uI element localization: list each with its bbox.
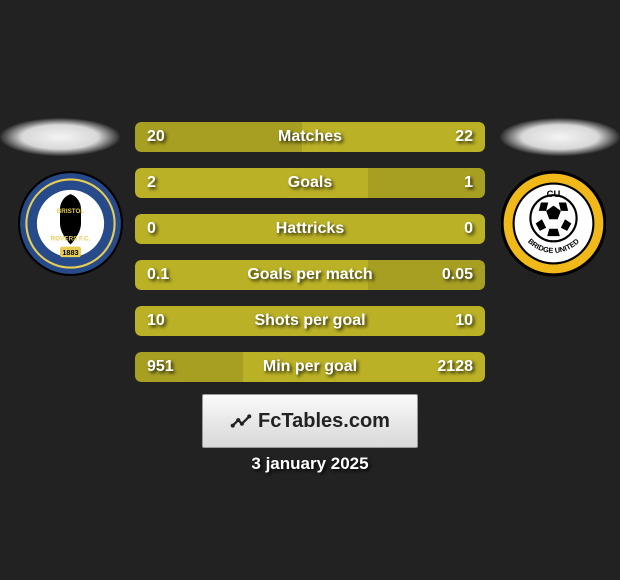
right-club-logo: CU BRIDGE UNITED bbox=[501, 170, 606, 277]
svg-text:1883: 1883 bbox=[62, 248, 78, 257]
stat-row: 2022Matches bbox=[135, 122, 485, 152]
infographic-container: Taylor vs Bennett Club competitions, Sea… bbox=[0, 0, 620, 580]
svg-text:ROVERS F.C.: ROVERS F.C. bbox=[51, 235, 91, 242]
left-club-logo: BRISTOL ROVERS F.C. 1883 bbox=[18, 170, 123, 277]
fctables-branding: FcTables.com bbox=[202, 394, 418, 448]
branding-text: FcTables.com bbox=[258, 410, 390, 433]
svg-text:BRISTOL: BRISTOL bbox=[57, 208, 85, 215]
stat-row: 9512128Min per goal bbox=[135, 352, 485, 382]
date-text: 3 january 2025 bbox=[0, 454, 620, 474]
bristol-rovers-logo-icon: BRISTOL ROVERS F.C. 1883 bbox=[18, 170, 123, 277]
stat-row: 1010Shots per goal bbox=[135, 306, 485, 336]
avatar-placeholder-icon bbox=[0, 118, 120, 156]
stat-row: 0.10.05Goals per match bbox=[135, 260, 485, 290]
stat-row: 00Hattricks bbox=[135, 214, 485, 244]
stat-label: Matches bbox=[135, 122, 485, 152]
cambridge-united-logo-icon: CU BRIDGE UNITED bbox=[501, 170, 606, 277]
svg-text:CU: CU bbox=[547, 189, 561, 200]
stat-label: Goals bbox=[135, 168, 485, 198]
avatar-placeholder-icon bbox=[500, 118, 620, 156]
stat-row: 21Goals bbox=[135, 168, 485, 198]
stats-panel: 2022Matches 21Goals 00Hattricks 0.10.05Goal… bbox=[135, 122, 485, 398]
stat-label: Goals per match bbox=[135, 260, 485, 290]
stat-label: Min per goal bbox=[135, 352, 485, 382]
chart-icon bbox=[230, 410, 252, 432]
right-player-avatar bbox=[500, 118, 620, 156]
stat-label: Hattricks bbox=[135, 214, 485, 244]
stat-label: Shots per goal bbox=[135, 306, 485, 336]
left-player-avatar bbox=[0, 118, 120, 156]
